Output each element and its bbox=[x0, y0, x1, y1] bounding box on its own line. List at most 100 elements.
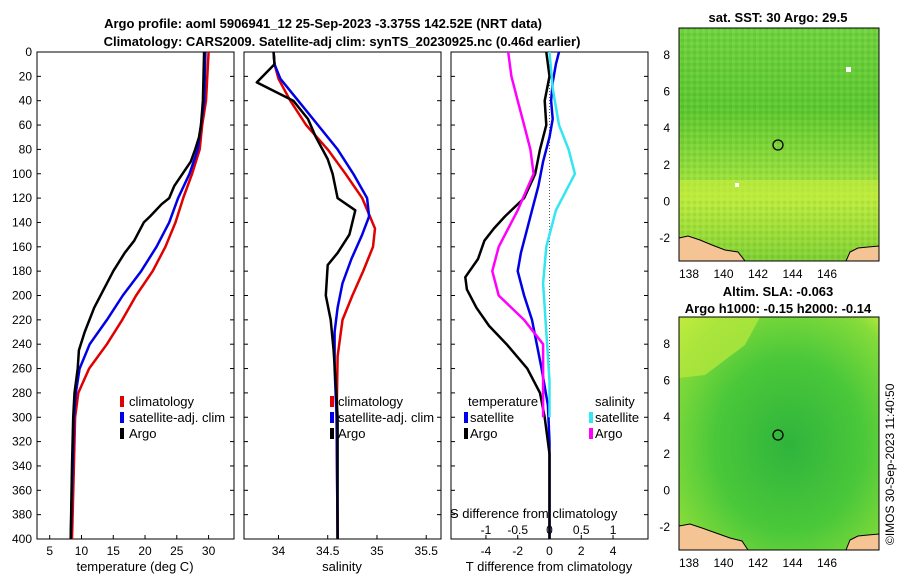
depth-tick-label: 140 bbox=[12, 215, 32, 229]
temperature-x-tick-label: 15 bbox=[107, 544, 121, 558]
depth-tick-label: 400 bbox=[12, 532, 32, 546]
lon-tick-label: 144 bbox=[782, 556, 802, 570]
depth-tick-label: 260 bbox=[12, 362, 32, 376]
s-difference-tick-label: -1 bbox=[481, 523, 492, 537]
depth-tick-label: 80 bbox=[19, 142, 33, 156]
depth-tick-label: 60 bbox=[19, 118, 33, 132]
legend-temperature-title: temperature bbox=[468, 394, 538, 409]
difference-panel: -4 -2 0 2 4 -1 -0.5 0 0.5 1 S difference from cl… bbox=[450, 51, 649, 574]
temperature-series-argo bbox=[69, 51, 206, 540]
salinity-x-tick-label: 35 bbox=[370, 544, 384, 558]
salinity-axes-frame bbox=[243, 51, 442, 540]
difference-grid bbox=[451, 51, 648, 540]
lon-tick-label: 142 bbox=[748, 556, 768, 570]
s-difference-tick-label: 0.5 bbox=[573, 523, 590, 537]
temperature-lines bbox=[69, 51, 210, 540]
sla-high-region bbox=[679, 317, 760, 378]
temperature-xlabel: temperature (deg C) bbox=[76, 559, 193, 574]
s-difference-tick-label: -0.5 bbox=[507, 523, 528, 537]
salinity-grid bbox=[244, 51, 441, 540]
sst-map-title: sat. SST: 30 Argo: 29.5 bbox=[709, 10, 848, 25]
temperature-legend: climatology satellite-adj. clim Argo bbox=[120, 394, 225, 441]
salinity-legend: climatology satellite-adj. clim Argo bbox=[330, 394, 434, 441]
difference-x-tick-label: 0 bbox=[546, 544, 553, 558]
legend-argo-label: Argo bbox=[129, 426, 156, 441]
difference-series-argo bbox=[464, 51, 551, 539]
sla-map-title-line1: Altim. SLA: -0.063 bbox=[723, 284, 834, 299]
sla-argo-location-marker bbox=[772, 429, 784, 441]
salinity-x-tick-label: 34 bbox=[272, 544, 286, 558]
lat-tick-label: 6 bbox=[663, 85, 670, 99]
legend-argo-swatch bbox=[330, 428, 334, 439]
difference-x-tick-label: -4 bbox=[481, 544, 492, 558]
lat-tick-label: 8 bbox=[663, 337, 670, 351]
lon-tick-label: 138 bbox=[679, 556, 699, 570]
sst-argo-location-marker bbox=[772, 139, 784, 151]
sla-lat-tick-labels: 8 6 4 2 0 -2 bbox=[659, 337, 670, 534]
lon-tick-label: 138 bbox=[679, 267, 699, 281]
salinity-xlabel: salinity bbox=[322, 559, 362, 574]
legend-climatology-label: climatology bbox=[129, 394, 195, 409]
depth-tick-label: 280 bbox=[12, 386, 32, 400]
temperature-grid bbox=[37, 51, 234, 540]
temperature-x-tick-label: 30 bbox=[202, 544, 216, 558]
salinity-series-satellite-adj-clim bbox=[272, 51, 371, 540]
legend-satellite-label: satellite-adj. clim bbox=[129, 410, 225, 425]
legend-climatology-swatch bbox=[330, 396, 334, 407]
legend-satellite-swatch bbox=[120, 412, 124, 423]
lon-tick-label: 146 bbox=[817, 556, 837, 570]
lat-tick-label: 0 bbox=[663, 194, 670, 208]
legend-s-argo-label: Argo bbox=[595, 426, 622, 441]
temperature-series-climatology bbox=[70, 51, 210, 540]
depth-tick-label: 380 bbox=[12, 508, 32, 522]
salinity-panel: 34 34.5 35 35.5 salinity climatology satell… bbox=[243, 51, 442, 574]
legend-argo-swatch bbox=[120, 428, 124, 439]
difference-series-satellite bbox=[516, 51, 561, 539]
depth-tick-labels: 0 20 40 60 80 100 120 140 160 180 200 220 240 260 280 3… bbox=[12, 45, 32, 546]
t-difference-xlabel: T difference from climatology bbox=[466, 559, 633, 574]
depth-tick-label: 40 bbox=[19, 94, 33, 108]
legend-salinity-title: salinity bbox=[595, 394, 635, 409]
difference-series-satellite bbox=[541, 51, 577, 418]
sst-map-frame bbox=[678, 27, 880, 262]
depth-tick-label: 320 bbox=[12, 435, 32, 449]
figure-title-line1: Argo profile: aoml 5906941_12 25-Sep-202… bbox=[104, 16, 542, 31]
legend-satellite-swatch bbox=[330, 412, 334, 423]
sst-map-panel: sat. SST: 30 Argo: 29.5 8 6 4 2 0 -2 138 140 14… bbox=[659, 10, 880, 281]
sst-warm-band bbox=[679, 180, 879, 200]
legend-t-satellite-label: satellite bbox=[470, 410, 514, 425]
salinity-series-argo bbox=[255, 51, 357, 539]
difference-x-tick-label: -2 bbox=[512, 544, 523, 558]
depth-tick-label: 20 bbox=[19, 69, 33, 83]
lat-tick-label: 6 bbox=[663, 374, 670, 388]
lat-tick-label: -2 bbox=[659, 231, 670, 245]
depth-tick-label: 340 bbox=[12, 459, 32, 473]
sla-lon-tick-labels: 138 140 142 144 146 bbox=[679, 556, 837, 570]
difference-x-tick-label: 4 bbox=[610, 544, 617, 558]
t-difference-tick-labels: -4 -2 0 2 4 bbox=[481, 544, 617, 558]
sla-map-panel: Altim. SLA: -0.063 Argo h1000: -0.15 h20… bbox=[659, 284, 880, 570]
temperature-x-tick-label: 10 bbox=[75, 544, 89, 558]
temperature-tick-labels: 5 10 15 20 25 30 bbox=[46, 544, 215, 558]
lat-tick-label: 0 bbox=[663, 483, 670, 497]
sst-lat-tick-labels: 8 6 4 2 0 -2 bbox=[659, 48, 670, 245]
lon-tick-label: 140 bbox=[713, 267, 733, 281]
salinity-x-tick-label: 35.5 bbox=[415, 544, 439, 558]
difference-lines bbox=[464, 51, 577, 539]
depth-tick-label: 100 bbox=[12, 167, 32, 181]
legend-climatology-label: climatology bbox=[338, 394, 404, 409]
difference-x-tick-label: 2 bbox=[578, 544, 585, 558]
lat-tick-label: 4 bbox=[663, 121, 670, 135]
depth-tick-label: 160 bbox=[12, 240, 32, 254]
lat-tick-label: 8 bbox=[663, 48, 670, 62]
depth-tick-label: 120 bbox=[12, 191, 32, 205]
imos-credit: ©IMOS 30-Sep-2023 11:40:50 bbox=[883, 383, 897, 545]
sla-map-frame bbox=[678, 316, 880, 551]
s-difference-tick-label: 1 bbox=[610, 523, 617, 537]
temperature-panel: 0 20 40 60 80 100 120 140 160 180 200 220 240 260 280 3… bbox=[12, 45, 235, 574]
legend-satellite-label: satellite-adj. clim bbox=[338, 410, 434, 425]
depth-tick-label: 360 bbox=[12, 483, 32, 497]
depth-tick-label: 200 bbox=[12, 289, 32, 303]
sla-map-title-line2: Argo h1000: -0.15 h2000: -0.14 bbox=[685, 301, 872, 316]
